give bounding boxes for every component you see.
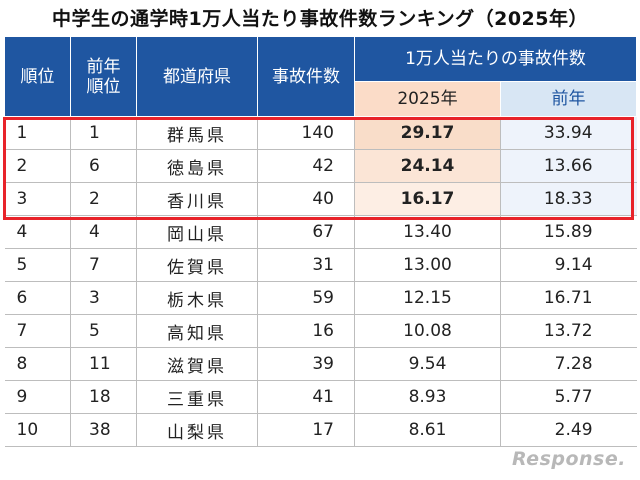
- cell-accidents: 41: [257, 380, 355, 414]
- cell-rank: 3: [4, 182, 71, 216]
- cell-rate-current: 10.08: [354, 314, 501, 348]
- table-row: 9 18 三重県 41 8.93 5.77: [4, 380, 637, 414]
- cell-rate-previous: 13.66: [500, 149, 637, 183]
- cell-rate-current: 13.40: [354, 215, 501, 249]
- cell-rate-current: 13.00: [354, 248, 501, 282]
- table-row: 2 6 徳島県 42 24.14 13.66: [4, 149, 637, 183]
- table-row: 5 7 佐賀県 31 13.00 9.14: [4, 248, 637, 282]
- cell-prefecture: 高知県: [136, 314, 258, 348]
- ranking-table: 順位 前年 順位 都道府県 事故件数 1万人当たりの事故件数 2025年 前年 …: [4, 36, 638, 447]
- header-prefecture: 都道府県: [136, 36, 258, 117]
- cell-rate-current: 29.17: [354, 116, 501, 150]
- cell-rank: 4: [4, 215, 71, 249]
- cell-prefecture: 香川県: [136, 182, 258, 216]
- header-rate-current: 2025年: [354, 81, 501, 117]
- cell-accidents: 140: [257, 116, 355, 150]
- cell-prev-rank: 4: [70, 215, 137, 249]
- cell-rate-previous: 15.89: [500, 215, 637, 249]
- cell-rate-current: 16.17: [354, 182, 501, 216]
- cell-rate-previous: 16.71: [500, 281, 637, 315]
- table-row: 1 1 群馬県 140 29.17 33.94: [4, 116, 637, 150]
- table-row: 8 11 滋賀県 39 9.54 7.28: [4, 347, 637, 381]
- cell-prev-rank: 7: [70, 248, 137, 282]
- cell-rank: 6: [4, 281, 71, 315]
- table-row: 3 2 香川県 40 16.17 18.33: [4, 182, 637, 216]
- cell-accidents: 42: [257, 149, 355, 183]
- cell-rank: 8: [4, 347, 71, 381]
- cell-rate-previous: 5.77: [500, 380, 637, 414]
- cell-accidents: 16: [257, 314, 355, 348]
- header-rank: 順位: [4, 36, 71, 117]
- cell-prev-rank: 3: [70, 281, 137, 315]
- cell-rate-current: 8.93: [354, 380, 501, 414]
- cell-prefecture: 三重県: [136, 380, 258, 414]
- cell-prefecture: 滋賀県: [136, 347, 258, 381]
- cell-rank: 9: [4, 380, 71, 414]
- header-prev-rank: 前年 順位: [70, 36, 137, 117]
- cell-prefecture: 岡山県: [136, 215, 258, 249]
- cell-rate-previous: 2.49: [500, 413, 637, 447]
- cell-accidents: 17: [257, 413, 355, 447]
- cell-prefecture: 群馬県: [136, 116, 258, 150]
- cell-prev-rank: 1: [70, 116, 137, 150]
- cell-rank: 2: [4, 149, 71, 183]
- cell-rank: 7: [4, 314, 71, 348]
- table-body: 1 1 群馬県 140 29.17 33.94 2 6 徳島県 42 24.14 13.66 3 2 香川県…: [4, 116, 637, 447]
- cell-rate-previous: 18.33: [500, 182, 637, 216]
- cell-prefecture: 山梨県: [136, 413, 258, 447]
- cell-rate-current: 9.54: [354, 347, 501, 381]
- cell-rate-current: 12.15: [354, 281, 501, 315]
- table-row: 7 5 高知県 16 10.08 13.72: [4, 314, 637, 348]
- header-accidents: 事故件数: [257, 36, 355, 117]
- cell-prefecture: 栃木県: [136, 281, 258, 315]
- cell-prev-rank: 38: [70, 413, 137, 447]
- cell-prefecture: 徳島県: [136, 149, 258, 183]
- cell-rank: 5: [4, 248, 71, 282]
- cell-prev-rank: 5: [70, 314, 137, 348]
- table-row: 10 38 山梨県 17 8.61 2.49: [4, 413, 637, 447]
- cell-rate-previous: 7.28: [500, 347, 637, 381]
- cell-accidents: 31: [257, 248, 355, 282]
- cell-rate-previous: 13.72: [500, 314, 637, 348]
- page-title: 中学生の通学時1万人当たり事故件数ランキング（2025年）: [51, 8, 589, 30]
- cell-prev-rank: 2: [70, 182, 137, 216]
- response-watermark: Response.: [512, 448, 626, 470]
- cell-accidents: 67: [257, 215, 355, 249]
- cell-rank: 1: [4, 116, 71, 150]
- cell-accidents: 40: [257, 182, 355, 216]
- cell-prev-rank: 18: [70, 380, 137, 414]
- cell-rate-current: 24.14: [354, 149, 501, 183]
- cell-rate-current: 8.61: [354, 413, 501, 447]
- cell-prefecture: 佐賀県: [136, 248, 258, 282]
- cell-prev-rank: 6: [70, 149, 137, 183]
- cell-rate-previous: 9.14: [500, 248, 637, 282]
- cell-rank: 10: [4, 413, 71, 447]
- cell-prev-rank: 11: [70, 347, 137, 381]
- table-row: 6 3 栃木県 59 12.15 16.71: [4, 281, 637, 315]
- cell-accidents: 39: [257, 347, 355, 381]
- cell-rate-previous: 33.94: [500, 116, 637, 150]
- cell-accidents: 59: [257, 281, 355, 315]
- header-rate-group: 1万人当たりの事故件数: [353, 36, 638, 82]
- header-rate-previous: 前年: [499, 81, 638, 117]
- table-row: 4 4 岡山県 67 13.40 15.89: [4, 215, 637, 249]
